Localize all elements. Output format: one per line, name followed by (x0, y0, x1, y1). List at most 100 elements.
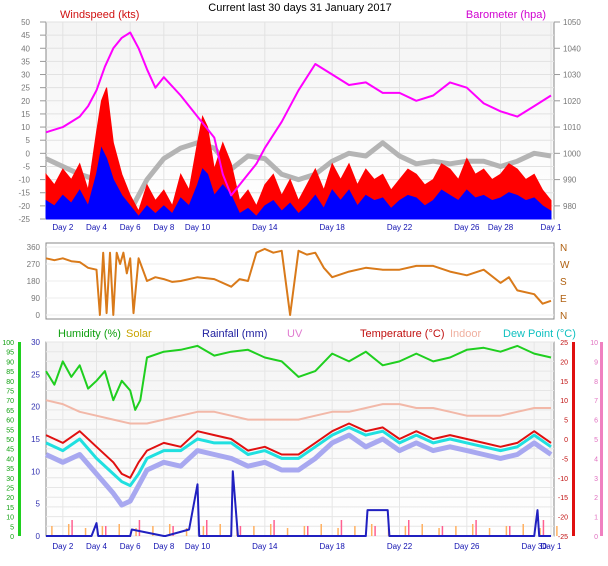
wind-left-tick-label: 50 (21, 18, 30, 27)
indoor-temperature-line (45, 399, 551, 425)
uv-tick-label: 8 (594, 379, 598, 386)
rain-tick-label: 5 (36, 500, 41, 509)
wind-chill-line (44, 432, 553, 508)
wind-left-tick-label: 35 (21, 57, 30, 66)
temp-x-tick-label: Day 8 (153, 542, 174, 551)
baro-right-tick-label: 1020 (563, 97, 581, 106)
humidity-tick-label: 75 (6, 389, 14, 396)
baro-right-tick-label: 1000 (563, 149, 581, 158)
uv-tick-label: 5 (594, 437, 598, 444)
wind-x-tick-label: Day 26 (454, 223, 480, 232)
wind-left-tick-label: -20 (18, 202, 30, 211)
legend-indoor: Indoor (450, 328, 482, 340)
rainfall-line (46, 470, 551, 537)
humidity-tick-label: 95 (6, 350, 14, 357)
uv-axis-bar (600, 342, 603, 536)
humidity-tick-label: 0 (10, 534, 14, 541)
wind-left-tick-label: 45 (21, 31, 30, 40)
direction-compass-label: N (560, 243, 567, 254)
humidity-tick-label: 80 (6, 379, 14, 386)
uv-tick-label: 1 (594, 515, 598, 522)
legend-temperature: Temperature (°C) (360, 328, 444, 340)
wind-x-tick-label: Day 22 (387, 223, 413, 232)
humidity-tick-label: 70 (6, 398, 14, 405)
wind-x-tick-label: Day 1 (541, 223, 562, 232)
wind-left-tick-label: 5 (26, 136, 31, 145)
temp-x-tick-label: Day 18 (319, 542, 345, 551)
uv-tick-label: 7 (594, 398, 598, 405)
rain-tick-label: 30 (31, 338, 40, 347)
legend-rainfall: Rainfall (mm) (202, 328, 267, 340)
baro-right-tick-label: 980 (563, 202, 577, 211)
chart-title: Current last 30 days 31 January 2017 (208, 2, 391, 14)
temperature-axis-bar (572, 342, 575, 536)
direction-tick-label: 90 (31, 294, 40, 303)
humidity-tick-label: 25 (6, 486, 14, 493)
temp-x-tick-label: Day 26 (454, 542, 480, 551)
humidity-tick-label: 10 (6, 515, 14, 522)
temp-tick-label: -20 (558, 515, 568, 522)
direction-tick-label: 180 (27, 277, 41, 286)
temp-x-tick-label: Day 22 (387, 542, 413, 551)
temp-x-tick-label: Day 6 (120, 542, 141, 551)
baro-right-tick-label: 1010 (563, 123, 581, 132)
wind-left-tick-label: 10 (21, 123, 30, 132)
barometer-axis-label: Barometer (hpa) (466, 9, 546, 21)
legend-humidity: Humidity (%) (58, 328, 121, 340)
baro-right-tick-label: 1030 (563, 71, 581, 80)
legend-dewpoint: Dew Point (°C) (503, 328, 576, 340)
temp-tick-label: 20 (560, 359, 568, 366)
rain-tick-label: 20 (31, 403, 40, 412)
rain-tick-label: 15 (31, 435, 40, 444)
temp-tick-label: -25 (558, 534, 568, 541)
temp-tick-label: -15 (558, 495, 568, 502)
windspeed-axis-label: Windspeed (kts) (60, 9, 139, 21)
wind-left-tick-label: -5 (23, 162, 31, 171)
humidity-line (45, 344, 552, 411)
wind-left-tick-label: 30 (21, 71, 30, 80)
direction-compass-label: S (560, 277, 567, 288)
wind-x-tick-label: Day 14 (252, 223, 278, 232)
wind-x-tick-label: Day 28 (488, 223, 514, 232)
wind-x-tick-label: Day 8 (153, 223, 174, 232)
humidity-tick-label: 20 (6, 495, 14, 502)
humidity-tick-label: 50 (6, 437, 14, 444)
temp-tick-label: -5 (562, 456, 568, 463)
direction-tick-label: 360 (27, 243, 41, 252)
humidity-tick-label: 30 (6, 476, 14, 483)
uv-tick-label: 10 (590, 340, 598, 347)
direction-compass-label: E (560, 294, 567, 305)
rain-tick-label: 10 (31, 467, 40, 476)
uv-tick-label: 3 (594, 476, 598, 483)
uv-tick-label: 6 (594, 418, 598, 425)
direction-tick-label: 0 (36, 311, 41, 320)
wind-direction-line (45, 247, 552, 316)
wind-x-tick-label: Day 10 (185, 223, 211, 232)
temp-tick-label: 15 (560, 379, 568, 386)
wind-left-tick-label: 20 (21, 97, 30, 106)
humidity-tick-label: 45 (6, 447, 14, 454)
humidity-tick-label: 5 (10, 524, 14, 531)
temp-tick-label: -10 (558, 476, 568, 483)
wind-average-area (45, 146, 552, 220)
humidity-tick-label: 40 (6, 456, 14, 463)
wind-x-tick-label: Day 4 (86, 223, 107, 232)
wind-gust-area (45, 87, 552, 220)
temp-tick-label: 0 (564, 437, 568, 444)
legend-solar: Solar (126, 328, 152, 340)
temp-x-tick-label: Day 4 (86, 542, 107, 551)
uv-tick-label: 0 (594, 534, 598, 541)
humidity-tick-label: 65 (6, 408, 14, 415)
dew-point-line (45, 425, 552, 488)
wind-left-tick-label: 15 (21, 110, 30, 119)
humidity-tick-label: 60 (6, 418, 14, 425)
humidity-tick-label: 15 (6, 505, 14, 512)
temperature-line (45, 422, 552, 479)
humidity-tick-label: 35 (6, 466, 14, 473)
humidity-tick-label: 55 (6, 427, 14, 434)
uv-tick-label: 2 (594, 495, 598, 502)
humidity-tick-label: 100 (2, 340, 14, 347)
wind-x-tick-label: Day 18 (319, 223, 345, 232)
baro-right-tick-label: 1040 (563, 44, 581, 53)
